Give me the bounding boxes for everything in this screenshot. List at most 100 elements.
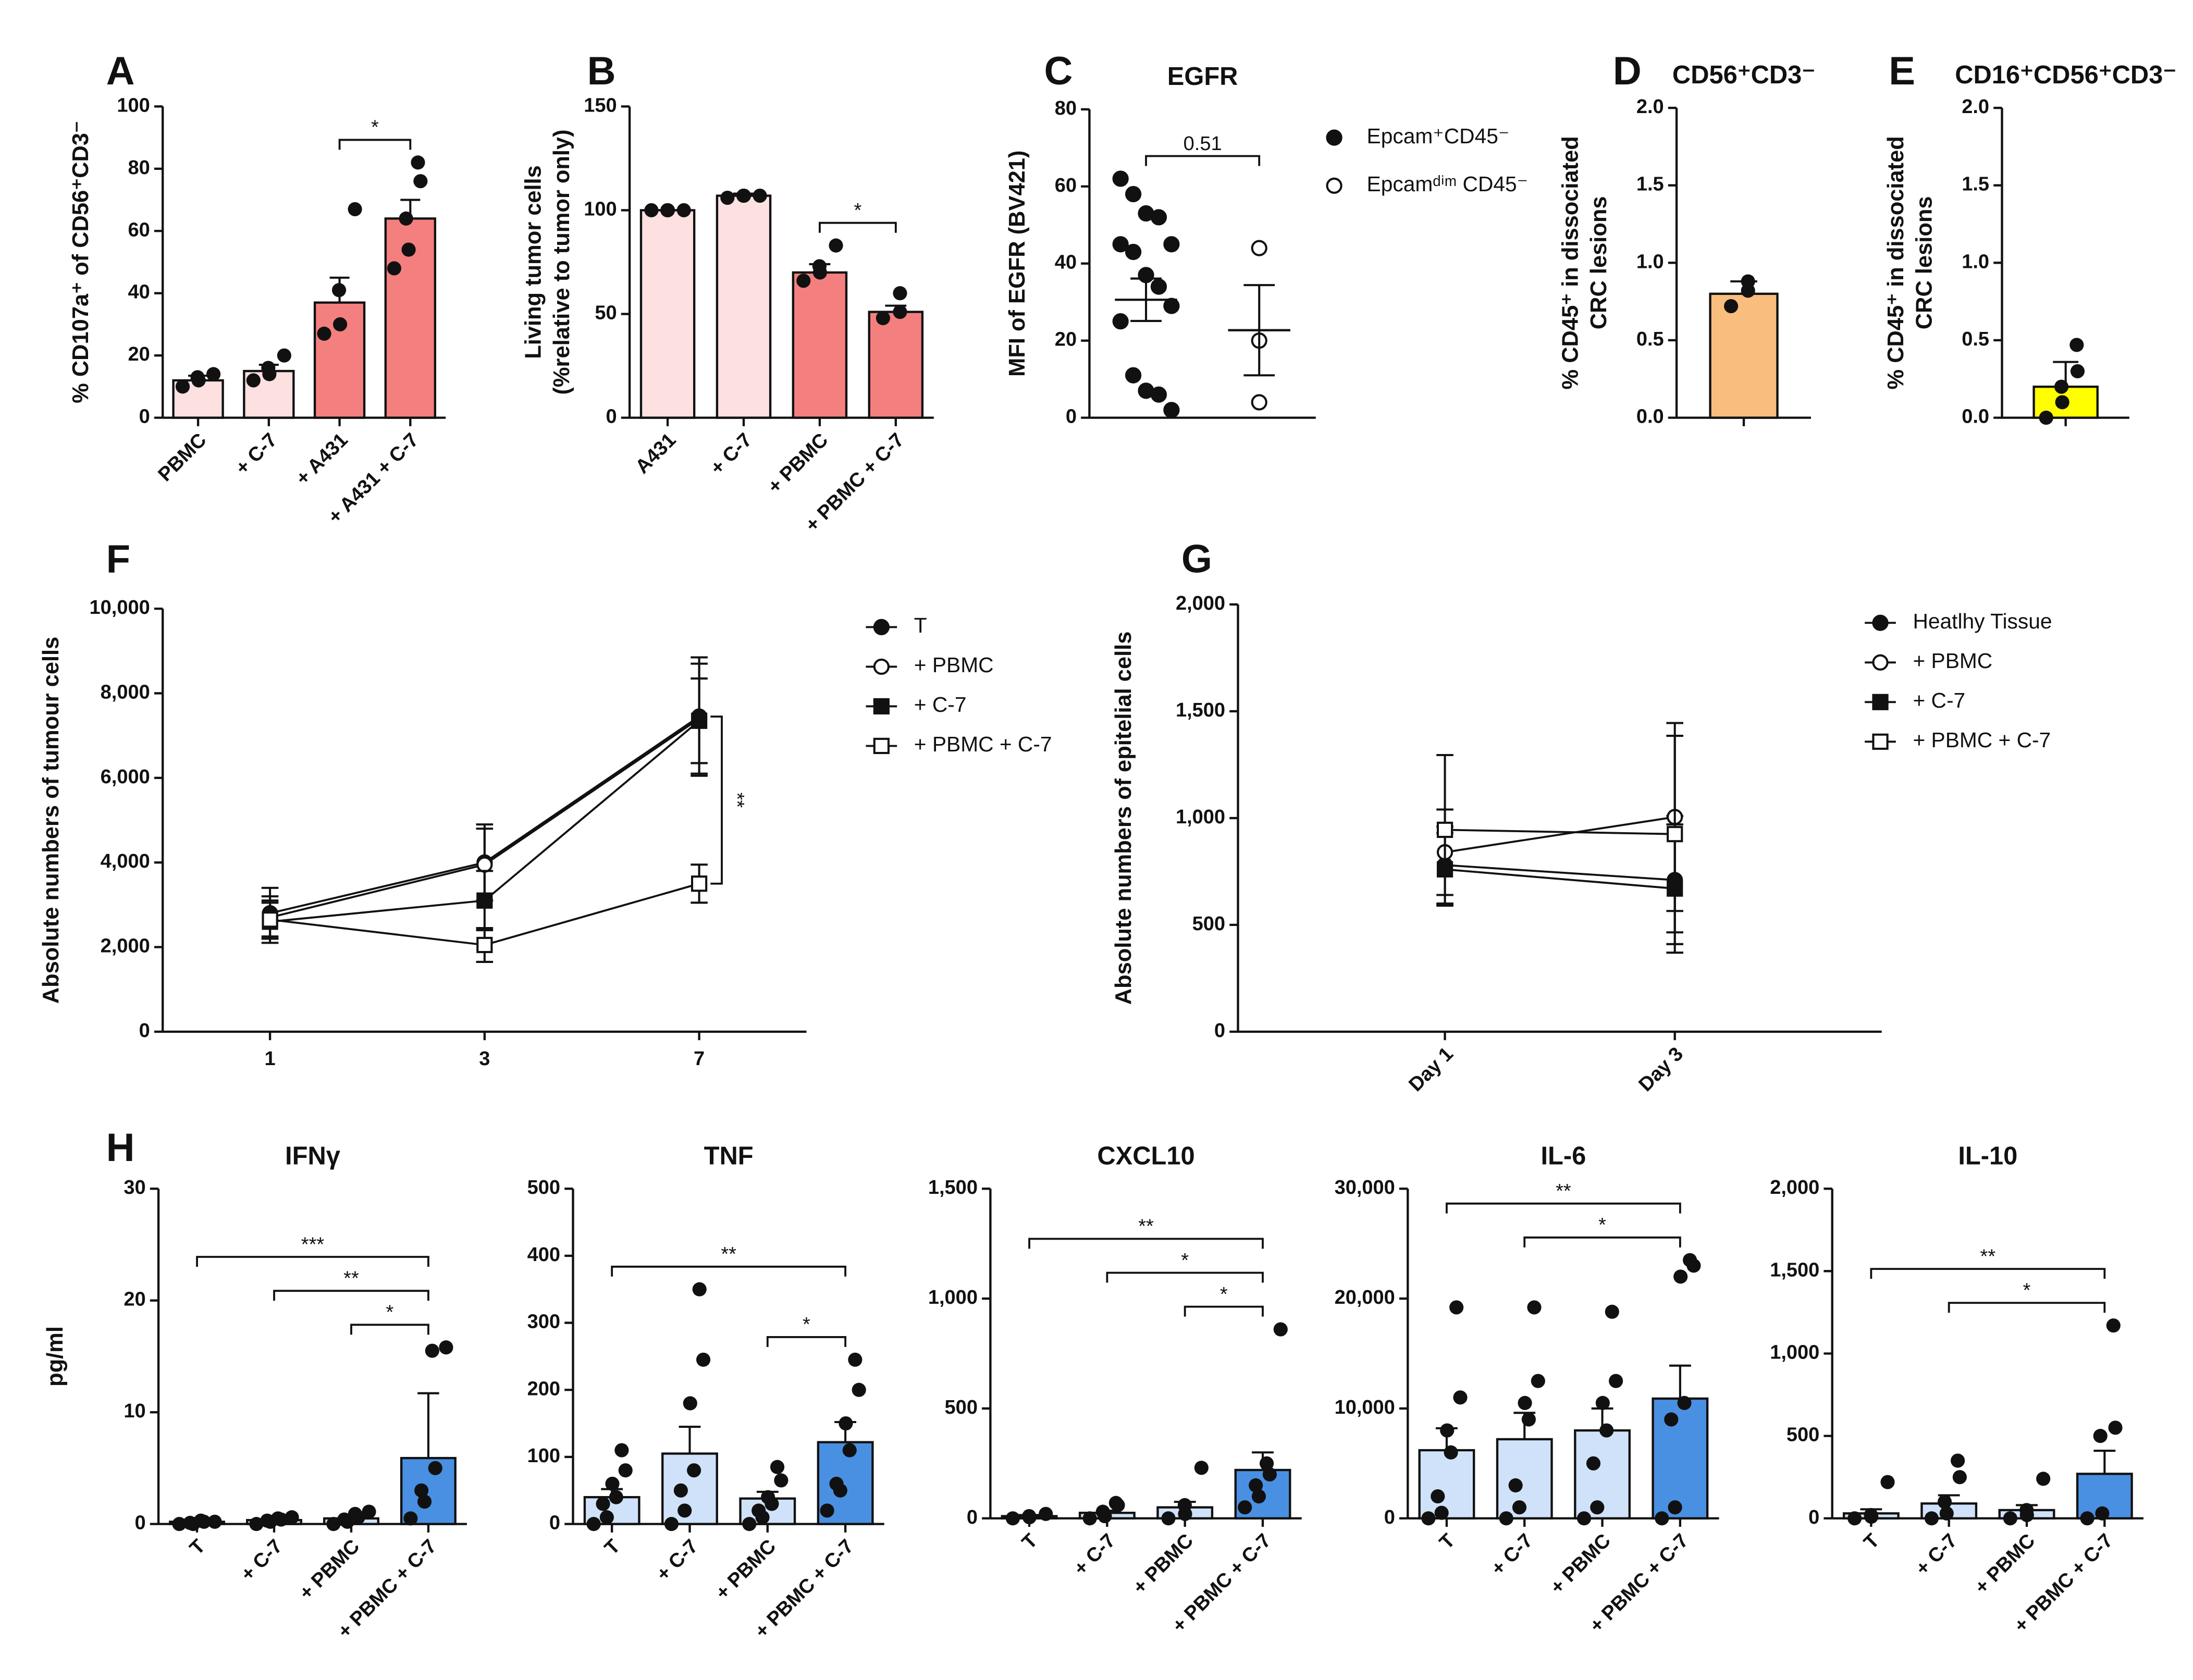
y-axis-title: CRC lesions [1586, 196, 1611, 329]
data-point [261, 361, 276, 375]
data-point [1527, 1300, 1542, 1315]
data-point [348, 202, 362, 217]
data-point [1939, 1506, 1954, 1521]
x-tick-label: A431 [631, 429, 680, 478]
data-point [2069, 338, 2084, 352]
x-tick-label: + PBMC [1970, 1530, 2039, 1599]
data-point [425, 1343, 439, 1358]
data-point [1847, 1511, 1862, 1526]
marker [1150, 209, 1167, 226]
data-point [1262, 1467, 1277, 1481]
bar [639, 209, 696, 419]
significance-bracket [1145, 155, 1261, 166]
legend-label: + C-7 [1913, 688, 1965, 712]
y-axis-title: (%relative to tumor only) [549, 129, 574, 394]
y-tick-label: 2,000 [101, 935, 150, 957]
y-tick-label: 2,000 [1770, 1177, 1819, 1199]
x-tick-label: Day 1 [1404, 1043, 1457, 1096]
chart-title: EGFR [1167, 63, 1238, 91]
significance-label: * [2023, 1280, 2031, 1302]
data-point [1251, 1489, 1266, 1504]
data-point [333, 317, 348, 332]
significance-label: ** [1138, 1216, 1154, 1238]
marker [476, 892, 493, 909]
data-point [1095, 1504, 1110, 1519]
bar [792, 271, 848, 419]
data-point [399, 211, 413, 226]
bar [868, 311, 924, 419]
data-point [2093, 1429, 2108, 1443]
y-axis-title: Absolute numbers of epitelial cells [1111, 632, 1136, 1005]
marker [1326, 129, 1342, 146]
x-tick-label: + PBMC [1129, 1530, 1198, 1599]
y-tick-label: 150 [584, 94, 617, 116]
data-point [246, 373, 261, 388]
marker [1112, 236, 1129, 253]
y-tick-label: 40 [128, 281, 150, 303]
data-point [1022, 1509, 1037, 1524]
data-point [1039, 1506, 1053, 1521]
data-point [348, 1506, 362, 1521]
y-tick-label: 80 [1055, 97, 1077, 119]
y-tick-label: 500 [1787, 1424, 1819, 1446]
marker [873, 658, 890, 675]
data-point [1259, 1456, 1274, 1471]
y-tick-label: 2.0 [1636, 96, 1664, 118]
y-axis-title: MFI of EGFR (BV421) [1005, 151, 1030, 377]
y-tick-label: 0 [139, 406, 150, 428]
data-point [2095, 1506, 2110, 1521]
marker [1872, 694, 1889, 710]
data-point [190, 370, 205, 385]
data-point [1440, 1423, 1455, 1438]
significance-bracket [1446, 1202, 1681, 1214]
significance-label: * [1220, 1283, 1228, 1305]
data-point [774, 1473, 789, 1488]
bar [1496, 1438, 1553, 1520]
y-tick-label: 10,000 [90, 597, 150, 619]
data-point [1521, 1412, 1536, 1427]
marker [1125, 243, 1142, 261]
data-point [2106, 1318, 2121, 1333]
bar [384, 217, 436, 419]
y-tick-label: 1,000 [928, 1287, 978, 1308]
data-point [1664, 1412, 1679, 1427]
x-tick-label: T [1435, 1530, 1459, 1554]
data-point [1421, 1511, 1436, 1526]
y-tick-label: 1,500 [1770, 1259, 1819, 1281]
data-point [1741, 274, 1755, 289]
y-tick-label: 2.0 [1962, 96, 1989, 118]
x-tick-label: PBMC [154, 429, 211, 486]
data-point [1177, 1498, 1192, 1513]
y-tick-label: 50 [595, 302, 617, 324]
data-point [893, 286, 907, 301]
data-point [1599, 1423, 1614, 1438]
legend-label: T [914, 613, 927, 637]
significance-bracket [1184, 1305, 1264, 1317]
data-point [742, 1517, 757, 1531]
data-point [2070, 364, 2085, 379]
y-tick-label: 20 [128, 343, 150, 365]
data-point [1576, 1511, 1592, 1526]
legend-label: Heatlhy Tissue [1913, 609, 2052, 633]
y-tick-label: 1.0 [1962, 251, 1989, 273]
y-tick-label: 4,000 [101, 850, 150, 872]
data-point [1590, 1500, 1605, 1515]
significance-label: * [1598, 1214, 1606, 1236]
data-point [1683, 1253, 1697, 1267]
y-axis-title: % CD45⁺ in dissociated [1883, 136, 1908, 389]
data-point [660, 203, 675, 218]
data-point [1668, 1500, 1682, 1515]
significance-bracket [1870, 1268, 2106, 1279]
x-tick-label: Day 3 [1635, 1043, 1687, 1096]
data-point [172, 1517, 187, 1531]
y-tick-label: 30 [124, 1177, 145, 1199]
y-tick-label: 10 [124, 1400, 145, 1422]
x-tick-label: T [1860, 1530, 1884, 1554]
data-point [751, 1503, 766, 1518]
data-point [1273, 1322, 1288, 1337]
data-point [260, 1513, 275, 1528]
data-point [829, 238, 843, 253]
data-point [893, 304, 907, 319]
